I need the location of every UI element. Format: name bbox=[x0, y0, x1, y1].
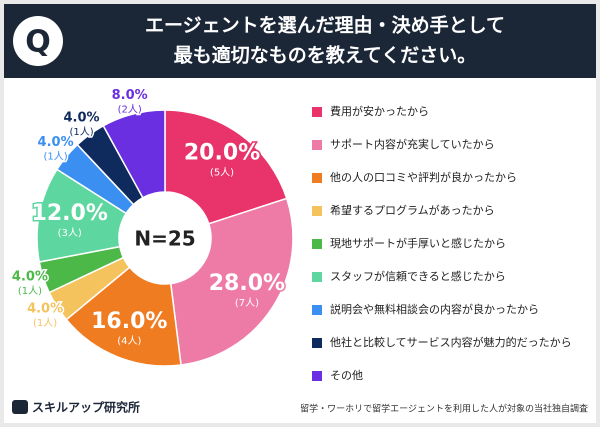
count-label: (3人) bbox=[58, 227, 82, 239]
legend-label: 費用が安かったから bbox=[330, 104, 429, 118]
slice bbox=[102, 109, 166, 199]
footnote: 留学・ワーホリで留学エージェントを利用した人が対象の当社独自調査 bbox=[300, 403, 588, 415]
value-label: 20.0% bbox=[184, 141, 260, 166]
legend-swatch bbox=[312, 140, 322, 150]
slice bbox=[164, 109, 288, 225]
value-label: 4.0% bbox=[64, 111, 100, 126]
q-icon: Q bbox=[25, 25, 51, 60]
legend-swatch bbox=[312, 206, 322, 216]
legend-swatch bbox=[312, 239, 322, 249]
count-label: (5人) bbox=[210, 167, 234, 179]
value-label: 4.0% bbox=[27, 302, 63, 317]
value-label: 4.0% bbox=[38, 135, 74, 150]
legend-label: その他 bbox=[330, 369, 363, 382]
count-label: (2人) bbox=[118, 103, 142, 115]
legend-label: サポート内容が充実していたから bbox=[330, 137, 495, 151]
legend-label: 希望するプログラムがあったから bbox=[330, 203, 495, 217]
legend-label: 説明会や無料相談会の内容が良かったから bbox=[330, 302, 539, 316]
legend-swatch bbox=[312, 305, 322, 315]
brand: スキルアップ研究所 bbox=[32, 400, 140, 415]
legend-swatch bbox=[312, 173, 322, 183]
title-line: 最も適切なものを教えてください。 bbox=[174, 44, 476, 67]
legend-label: スタッフが信頼できると感じたから bbox=[330, 269, 506, 283]
legend-swatch bbox=[312, 272, 322, 282]
count-label: (7人) bbox=[235, 297, 259, 309]
count-label: (1人) bbox=[44, 150, 68, 162]
center-label: N=25 bbox=[134, 227, 195, 251]
slice bbox=[65, 266, 182, 367]
count-label: (1人) bbox=[18, 285, 42, 297]
header-band bbox=[4, 4, 596, 78]
value-label: 8.0% bbox=[112, 88, 148, 103]
title-line: エージェントを選んだ理由・決め手として bbox=[145, 14, 505, 37]
value-label: 16.0% bbox=[91, 309, 167, 334]
brand-logo bbox=[12, 400, 28, 414]
value-label: 4.0% bbox=[12, 269, 48, 284]
q-badge bbox=[13, 16, 63, 66]
legend-swatch bbox=[312, 338, 322, 348]
count-label: (1人) bbox=[33, 317, 57, 329]
count-label: (4人) bbox=[117, 335, 141, 347]
value-label: 12.0% bbox=[32, 201, 108, 226]
count-label: (1人) bbox=[69, 126, 93, 138]
slice bbox=[169, 197, 294, 366]
value-label: 28.0% bbox=[209, 271, 285, 296]
legend-label: 他の人の口コミや評判が良かったから bbox=[330, 170, 517, 184]
legend-swatch bbox=[312, 107, 322, 117]
legend-label: 現地サポートが手厚いと感じたから bbox=[330, 236, 506, 250]
legend-swatch bbox=[312, 371, 322, 381]
legend-label: 他社と比較してサービス内容が魅力的だったから bbox=[330, 335, 572, 349]
